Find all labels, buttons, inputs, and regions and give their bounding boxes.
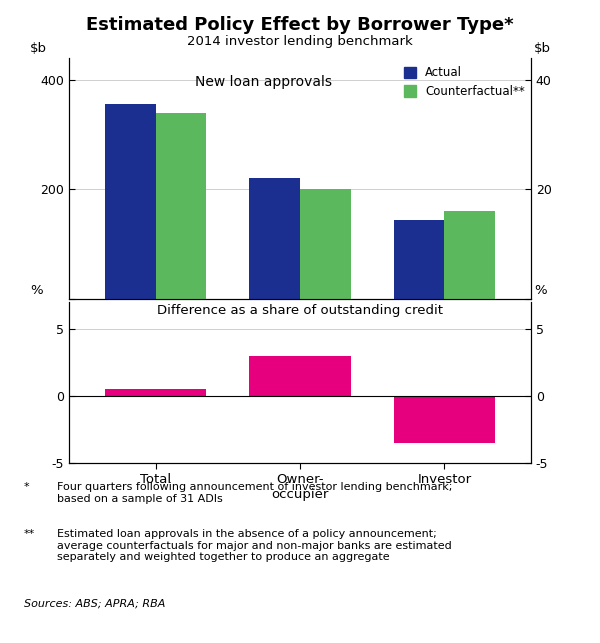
Bar xyxy=(445,212,495,299)
Text: Four quarters following announcement of investor lending benchmark;
based on a s: Four quarters following announcement of … xyxy=(57,482,452,504)
Text: Difference as a share of outstanding credit: Difference as a share of outstanding cre… xyxy=(157,304,443,317)
Text: *: * xyxy=(24,482,29,493)
Legend: Actual, Counterfactual**: Actual, Counterfactual** xyxy=(404,66,525,98)
Text: **: ** xyxy=(24,529,35,539)
Text: 2014 investor lending benchmark: 2014 investor lending benchmark xyxy=(187,35,413,48)
Bar xyxy=(250,178,300,299)
Bar xyxy=(155,113,206,299)
Bar xyxy=(250,356,350,396)
Text: $b: $b xyxy=(30,42,47,55)
Text: Estimated loan approvals in the absence of a policy announcement;
average counte: Estimated loan approvals in the absence … xyxy=(57,529,452,562)
Text: Sources: ABS; APRA; RBA: Sources: ABS; APRA; RBA xyxy=(24,599,166,609)
Text: $b: $b xyxy=(534,42,551,55)
Bar xyxy=(105,104,155,299)
Text: %: % xyxy=(30,284,43,297)
Bar xyxy=(300,190,350,299)
Bar xyxy=(394,396,495,443)
Bar xyxy=(394,219,445,299)
Bar xyxy=(105,389,206,396)
Text: New loan approvals: New loan approvals xyxy=(194,75,332,89)
Text: Estimated Policy Effect by Borrower Type*: Estimated Policy Effect by Borrower Type… xyxy=(86,16,514,34)
Text: %: % xyxy=(534,284,547,297)
